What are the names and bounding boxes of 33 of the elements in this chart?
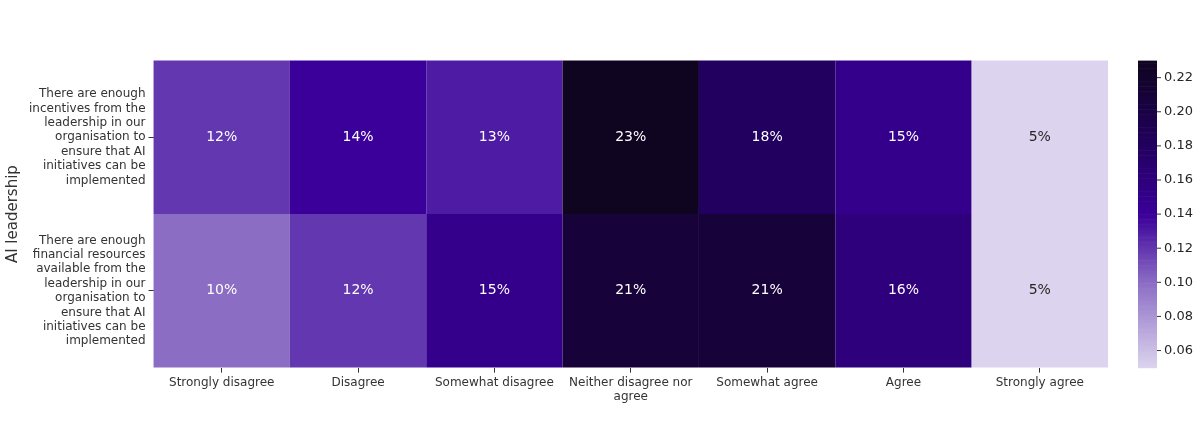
data-label: 21%	[751, 281, 783, 298]
data-label: 15%	[887, 127, 920, 144]
x-tick-label: Agree	[885, 374, 922, 389]
data-label: 14%	[342, 127, 374, 144]
data-label: 5%	[1028, 281, 1051, 298]
y-axis-title: AI leadership	[2, 165, 21, 264]
data-label: 21%	[615, 281, 647, 298]
x-tick-label: Strongly disagree	[169, 374, 275, 389]
x-tick-label: Somewhat agree	[716, 374, 818, 389]
x-tick-label: Somewhat disagree	[434, 374, 554, 389]
data-label: 12%	[342, 281, 374, 298]
data-label: 5%	[1028, 127, 1051, 144]
x-tick-label: Strongly agree	[995, 374, 1084, 389]
color-bar-label: 0.10	[1164, 273, 1193, 289]
color-bar-label: 0.08	[1164, 307, 1193, 323]
data-label: 23%	[615, 127, 647, 144]
x-tick-label: Disagree	[331, 374, 385, 389]
color-bar-label: 0.12	[1164, 239, 1193, 255]
data-label: 18%	[751, 127, 783, 144]
color-bar-label: 0.18	[1164, 137, 1193, 153]
color-bar-label: 0.14	[1164, 205, 1193, 221]
data-label: 13%	[478, 127, 510, 144]
color-bar-label: 0.16	[1164, 171, 1193, 187]
data-label: 15%	[478, 281, 510, 298]
color-bar-label: 0.06	[1164, 341, 1193, 357]
x-tick-label: Neither disagree nor agree	[569, 374, 693, 404]
data-label: 10%	[206, 281, 238, 298]
data-label: 16%	[887, 281, 920, 298]
y-tick-label: There are enough incentives from the leadership in our organisation to ensure that AI initiatives can be implemented	[28, 86, 146, 187]
color-bar-label: 0.22	[1164, 69, 1193, 85]
y-tick-label: There are enough financial resources available from the leadership in our organisation to ensure that AI initiatives can be implemented	[32, 232, 146, 348]
color-bar-label: 0.20	[1164, 103, 1193, 119]
data-label: 12%	[206, 127, 238, 144]
